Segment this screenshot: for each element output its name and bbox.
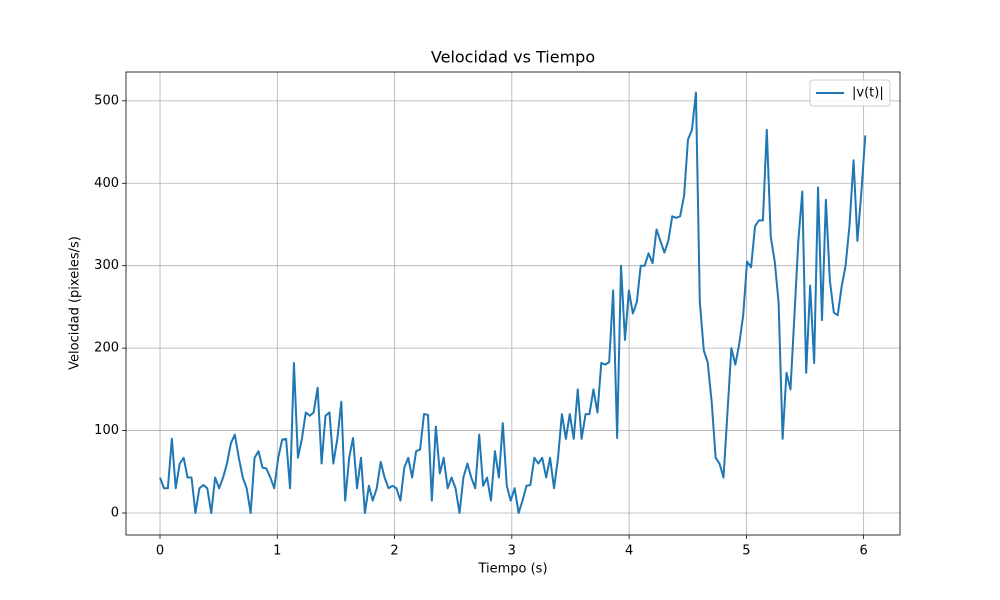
legend-box [809,79,891,107]
y-tick-label: 200 [94,341,119,356]
x-tick-label: 3 [508,544,516,559]
data-line [159,91,867,514]
y-axis-label: Velocidad (pixeles/s) [68,236,83,370]
chart-title: Velocidad vs Tiempo [431,48,595,67]
y-tick-label: 500 [94,93,119,108]
x-tick-label: 5 [742,544,750,559]
x-tick-label: 6 [860,544,868,559]
x-tick-label: 0 [156,544,164,559]
x-axis-label: Tiempo (s) [477,562,547,577]
legend-label: |v(t)| [852,86,884,101]
x-tick-label: 1 [273,544,281,559]
plot-frame [125,71,901,536]
y-tick-label: 300 [94,258,119,273]
y-tick-label: 100 [94,423,119,438]
x-tick-label: 2 [390,544,398,559]
x-tick-label: 4 [625,544,633,559]
y-tick-label: 400 [94,176,119,191]
y-tick-label: 0 [111,505,119,520]
